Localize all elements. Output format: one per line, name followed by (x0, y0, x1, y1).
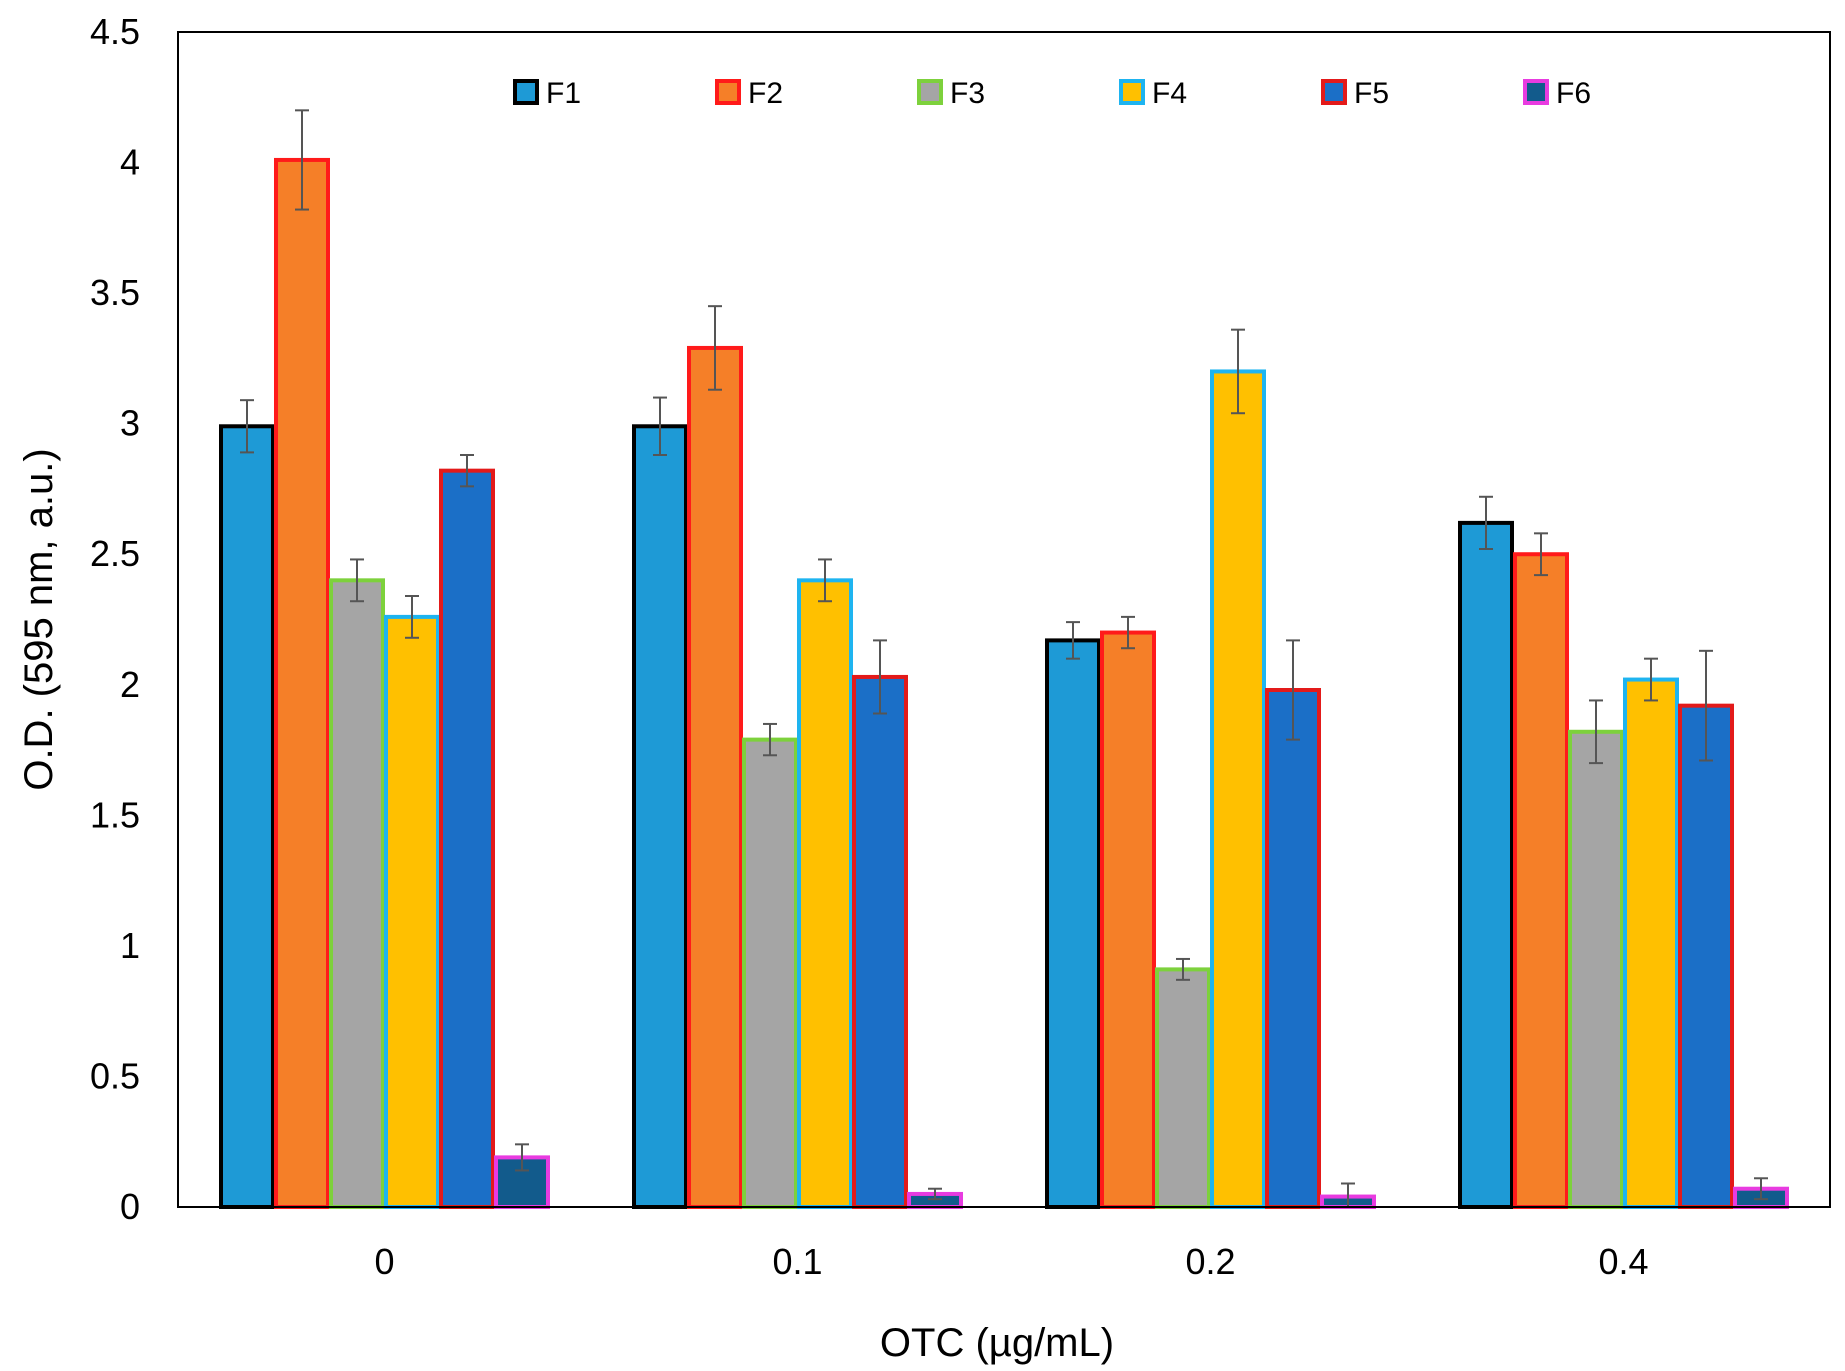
legend-swatch (917, 79, 943, 105)
bar (274, 157, 330, 1209)
y-tick-label: 2 (120, 664, 140, 705)
bar (439, 468, 495, 1209)
bar (384, 614, 440, 1209)
bar (1155, 967, 1211, 1210)
y-tick-label: 1 (120, 925, 140, 966)
bar (687, 345, 743, 1209)
x-tick-label: 0.1 (772, 1241, 822, 1282)
y-tick-label: 3.5 (90, 272, 140, 313)
error-bars-layer (240, 109, 1768, 1208)
bars-layer (219, 157, 1789, 1210)
axes-layer: 0 0.5 1 1.5 2 2.5 3 3.5 4 4.5 0 0.1 0.2 0.4 (90, 11, 1831, 1282)
x-tick-label: 0.4 (1598, 1241, 1648, 1282)
y-axis-title: O.D. (595 nm, a.u.) (17, 448, 61, 790)
bar (1678, 703, 1734, 1210)
bar (329, 578, 385, 1209)
bar (1623, 677, 1679, 1209)
y-tick-label: 4.5 (90, 11, 140, 52)
x-axis-title: OTC (µg/mL) (880, 1321, 1114, 1365)
bar (219, 424, 275, 1209)
legend-label: F5 (1354, 77, 1389, 110)
bar (632, 424, 688, 1209)
bar (852, 674, 908, 1209)
bar (1513, 552, 1569, 1209)
legend-swatch (1321, 79, 1347, 105)
bar (1265, 688, 1321, 1209)
bar (1568, 729, 1624, 1209)
y-tick-label: 0 (120, 1186, 140, 1227)
y-tick-label: 1.5 (90, 794, 140, 835)
legend-swatch (715, 79, 741, 105)
legend-label: F1 (546, 77, 581, 110)
y-tick-label: 4 (120, 142, 140, 183)
x-tick-label: 0.2 (1185, 1241, 1235, 1282)
bar (1045, 638, 1101, 1209)
legend-label: F2 (748, 77, 783, 110)
y-tick-label: 3 (120, 403, 140, 444)
bar (742, 737, 798, 1209)
bar (1210, 369, 1266, 1209)
legend-label: F4 (1152, 77, 1187, 110)
bar (797, 578, 853, 1209)
legend-label: F3 (950, 77, 985, 110)
legend-swatch (1119, 79, 1145, 105)
bar (1458, 520, 1514, 1209)
legend: F1 F2 F3 F4 F5 F6 (513, 77, 1591, 110)
y-tick-label: 2.5 (90, 533, 140, 574)
bar (1100, 630, 1156, 1209)
x-tick-label: 0 (374, 1241, 394, 1282)
plot-frame (177, 31, 1831, 1208)
y-tick-label: 0.5 (90, 1055, 140, 1096)
legend-swatch (513, 79, 539, 105)
legend-swatch (1523, 79, 1549, 105)
legend-label: F6 (1556, 77, 1591, 110)
